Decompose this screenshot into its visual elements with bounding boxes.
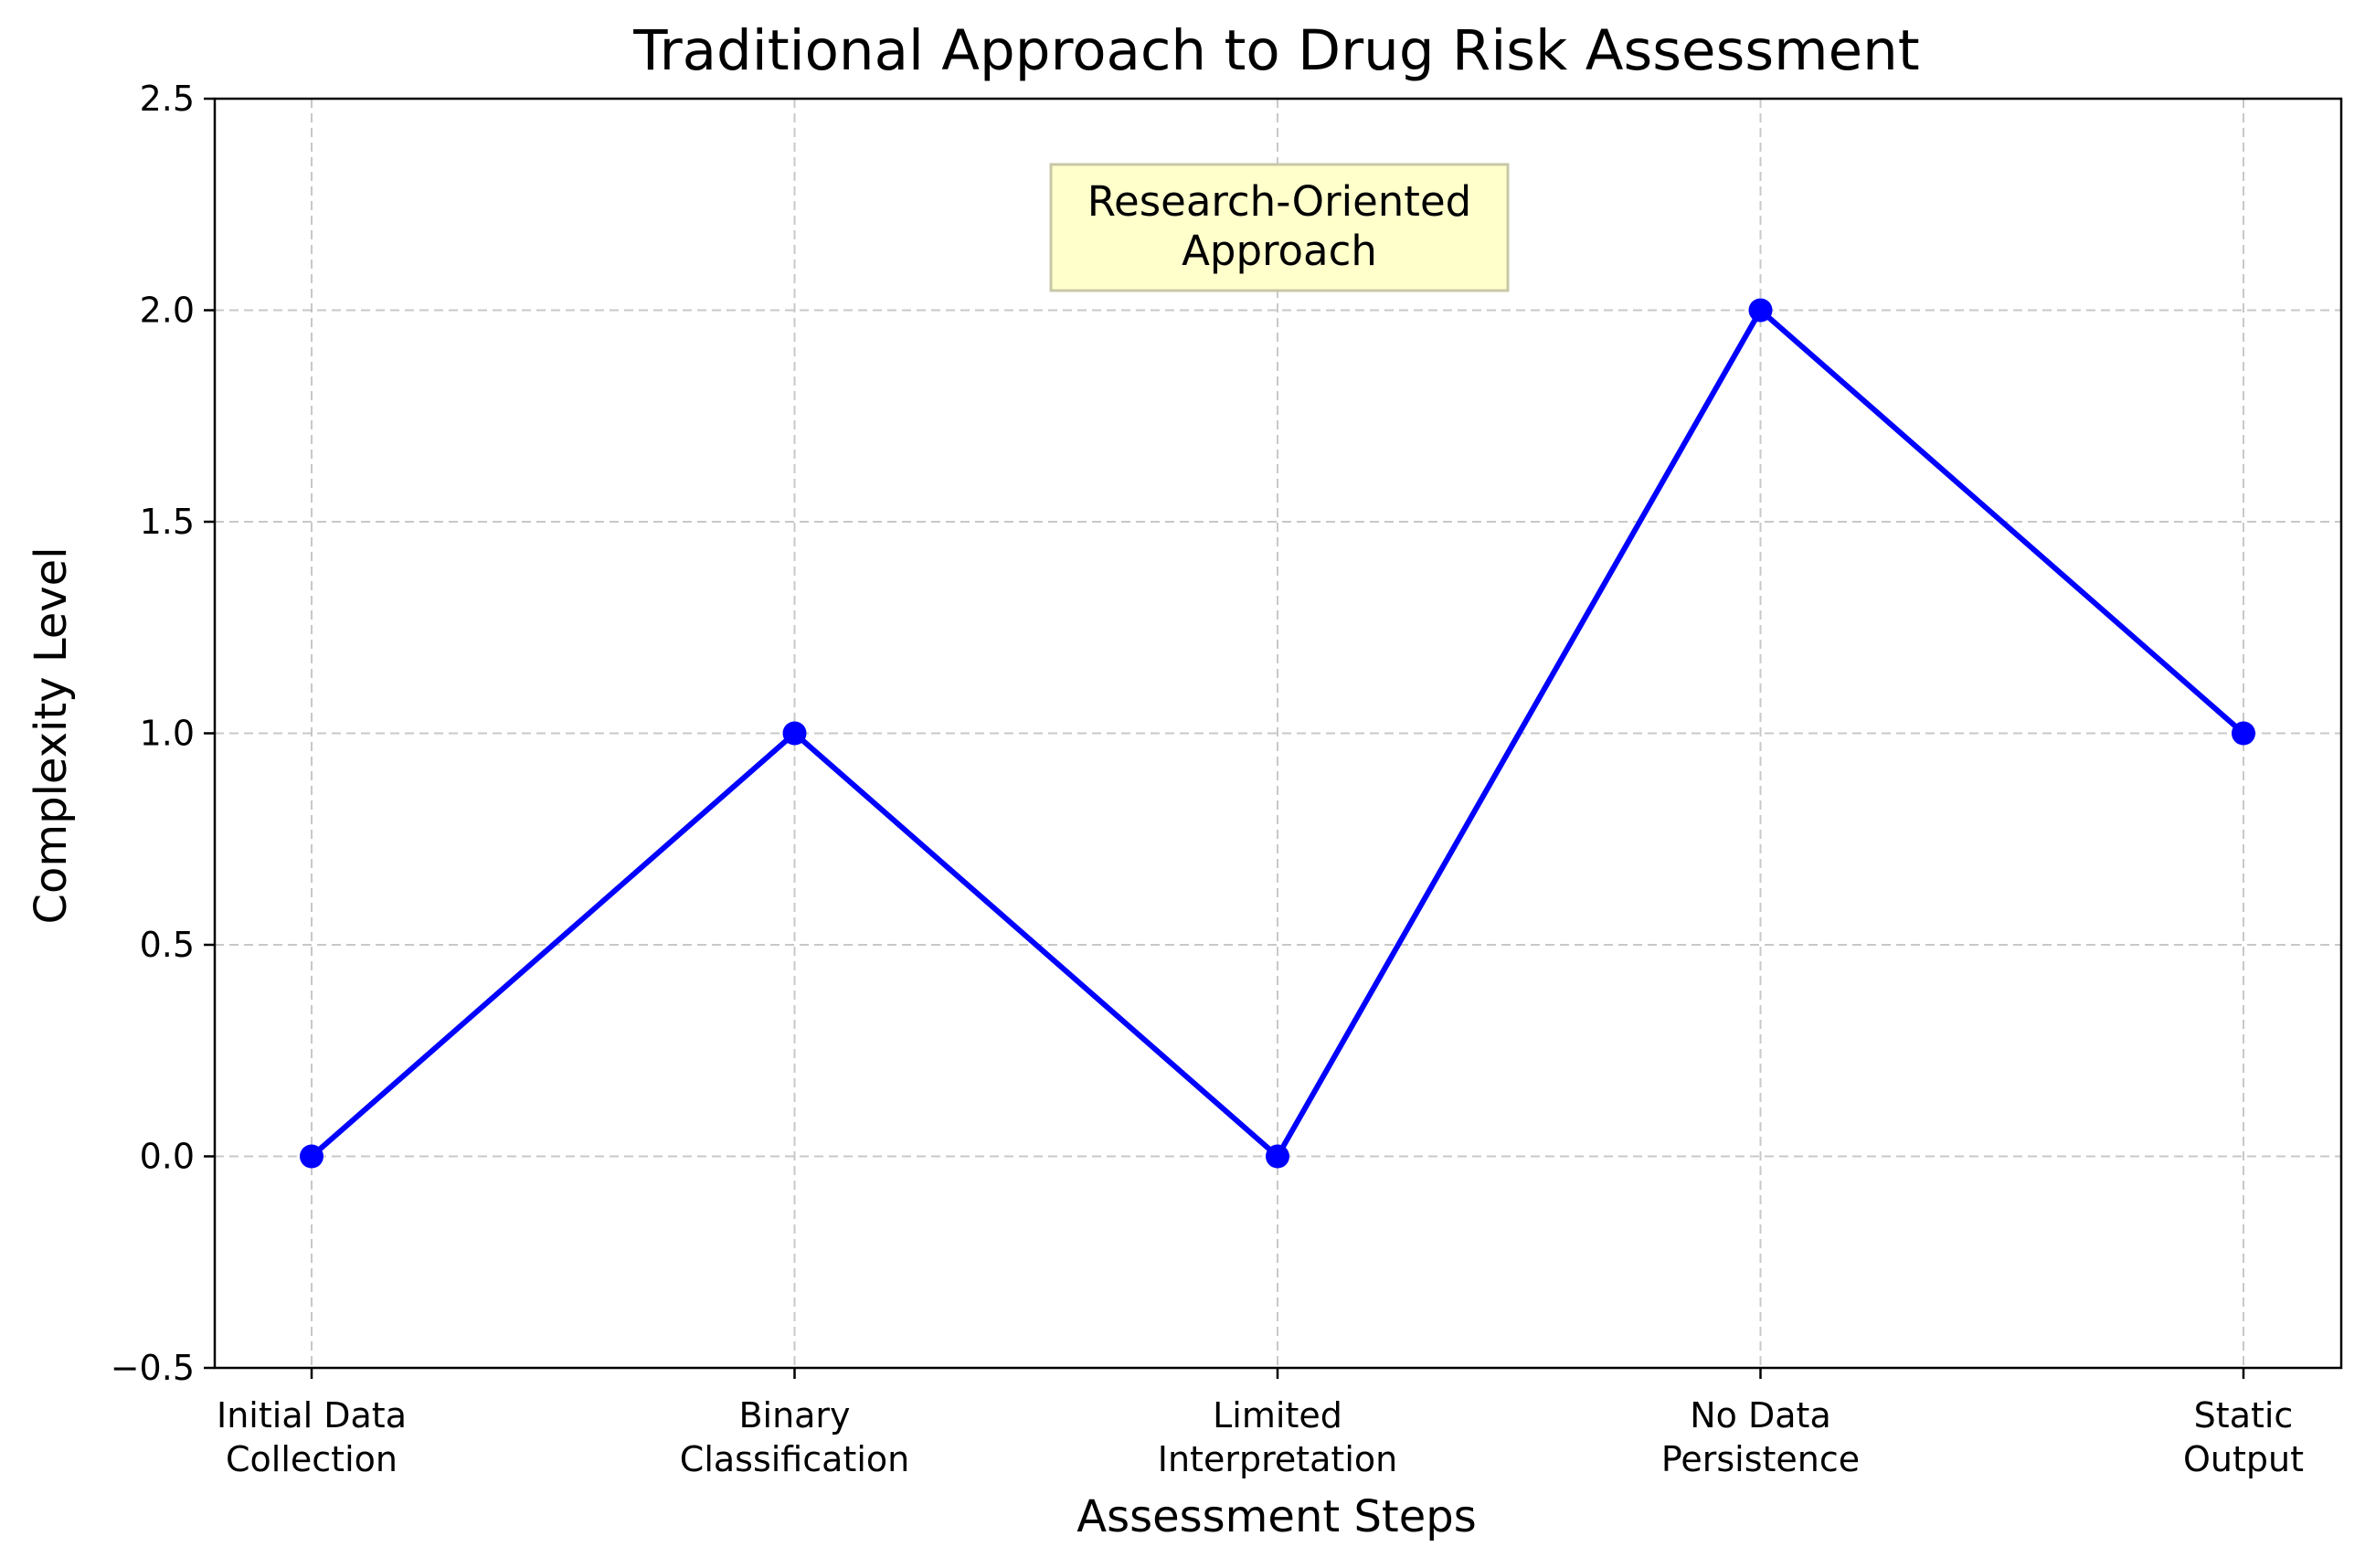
x-tick-label: Persistence <box>1661 1439 1860 1479</box>
y-axis: −0.5 0.0 0.5 1.0 1.5 2.0 2.5 <box>111 79 215 1388</box>
x-tick-label: Output <box>2183 1439 2304 1479</box>
y-axis-label: Complexity Level <box>26 546 77 924</box>
y-tick-label: 2.5 <box>140 79 195 119</box>
y-tick-label: 0.5 <box>140 925 195 965</box>
annotation-box-background <box>1049 163 1510 292</box>
data-point <box>2232 721 2255 746</box>
x-tick-label: Static <box>2194 1395 2294 1436</box>
x-axis-label: Assessment Steps <box>1076 1491 1476 1542</box>
chart-title: Traditional Approach to Drug Risk Assess… <box>632 18 1919 83</box>
x-tick-label: No Data <box>1690 1395 1831 1436</box>
x-tick-label: Binary <box>738 1395 850 1436</box>
y-tick-label: 1.0 <box>140 714 195 754</box>
x-tick-label: Collection <box>226 1439 398 1479</box>
series-layer <box>300 298 2255 1169</box>
x-tick-label: Limited <box>1213 1395 1342 1436</box>
data-point <box>300 1144 323 1169</box>
x-tick-label: Initial Data <box>217 1395 407 1436</box>
data-point <box>1748 298 1773 323</box>
data-point <box>782 721 807 746</box>
y-tick-label: −0.5 <box>111 1348 195 1388</box>
x-tick-label: Interpretation <box>1158 1439 1397 1479</box>
y-tick-label: 0.0 <box>140 1137 195 1177</box>
x-tick-label: Classification <box>680 1439 909 1479</box>
y-tick-label: 1.5 <box>140 502 195 542</box>
y-tick-label: 2.0 <box>140 291 195 331</box>
data-point <box>1266 1144 1289 1169</box>
annotation-text: Research-Oriented <box>1087 177 1471 226</box>
annotation-text: Approach <box>1182 227 1377 275</box>
